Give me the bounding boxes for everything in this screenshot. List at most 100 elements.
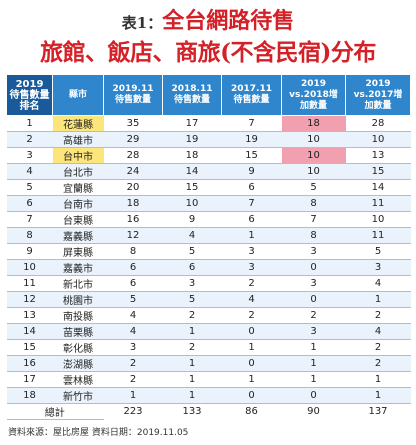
header-line: 加數量 <box>364 100 392 111</box>
table-row: 9 屏東縣 8 5 3 3 5 <box>6 243 411 260</box>
column-header: 2017.11 待售數量 <box>221 74 282 116</box>
table-row: 5 宜蘭縣 20 15 6 5 14 <box>6 179 411 196</box>
header-line: 2019 <box>300 78 327 89</box>
number-cell: 0 <box>281 387 346 404</box>
number-cell: 3 <box>6 147 53 164</box>
city-cell: 新竹市 <box>52 387 104 404</box>
number-cell: 14 <box>6 323 53 340</box>
column-header: 2019.11 待售數量 <box>103 74 163 116</box>
number-cell: 13 <box>345 147 411 164</box>
table-row: 16 澎湖縣 2 1 0 1 2 <box>6 355 411 372</box>
number-cell: 9 <box>221 163 282 180</box>
number-cell: 1 <box>281 339 346 356</box>
number-cell: 19 <box>162 131 222 148</box>
city-cell: 南投縣 <box>52 307 104 324</box>
number-cell: 4 <box>345 323 411 340</box>
table-row: 10 嘉義市 6 6 3 0 3 <box>6 259 411 276</box>
header-line: 待售數量 <box>173 95 210 105</box>
table-row: 1 花蓮縣 35 17 7 18 28 <box>6 115 411 132</box>
number-cell: 19 <box>221 131 282 148</box>
header-line: 待售數量 <box>114 95 151 105</box>
city-cell: 宜蘭縣 <box>52 179 104 196</box>
number-cell: 7 <box>221 115 282 132</box>
table-row: 8 嘉義縣 12 4 1 8 11 <box>6 227 411 244</box>
title-line: 表1：全台網路待售 <box>0 6 416 38</box>
number-cell: 5 <box>281 179 346 196</box>
number-cell: 6 <box>162 259 222 276</box>
number-cell: 6 <box>103 259 163 276</box>
number-cell: 1 <box>281 355 346 372</box>
total-cell: 223 <box>103 403 163 420</box>
number-cell: 0 <box>221 323 282 340</box>
total-cell: 90 <box>281 403 346 420</box>
number-cell: 12 <box>6 291 53 308</box>
number-cell: 20 <box>103 179 163 196</box>
number-cell: 24 <box>103 163 163 180</box>
column-header: 2019 vs.2018增 加數量 <box>281 74 346 116</box>
total-cell: 137 <box>345 403 411 420</box>
number-cell: 0 <box>221 355 282 372</box>
number-cell: 10 <box>281 147 346 164</box>
table-row: 17 雲林縣 2 1 1 1 1 <box>6 371 411 388</box>
header-line: 縣市 <box>68 89 87 100</box>
subtitle: 旅館、飯店、商旅(不含民宿)分布 <box>40 39 376 66</box>
number-cell: 3 <box>281 275 346 292</box>
number-cell: 1 <box>281 371 346 388</box>
number-cell: 17 <box>6 371 53 388</box>
number-cell: 18 <box>162 147 222 164</box>
number-cell: 1 <box>103 387 163 404</box>
number-cell: 10 <box>162 195 222 212</box>
number-cell: 10 <box>345 211 411 228</box>
number-cell: 7 <box>281 211 346 228</box>
title-block: 表1：全台網路待售 旅館、飯店、商旅(不含民宿)分布 <box>0 0 416 68</box>
number-cell: 11 <box>6 275 53 292</box>
number-cell: 4 <box>6 163 53 180</box>
number-cell: 10 <box>281 131 346 148</box>
header-line: 待售數量 <box>233 95 270 105</box>
title: 全台網路待售 <box>162 8 295 34</box>
number-cell: 4 <box>103 323 163 340</box>
city-cell: 高雄市 <box>52 131 104 148</box>
number-cell: 3 <box>345 259 411 276</box>
table-row: 13 南投縣 4 2 2 2 2 <box>6 307 411 324</box>
number-cell: 28 <box>103 147 163 164</box>
header-line: 2019 <box>15 78 44 90</box>
number-cell: 16 <box>6 355 53 372</box>
city-cell: 台東縣 <box>52 211 104 228</box>
total-label: 總計 <box>6 403 104 420</box>
number-cell: 1 <box>221 371 282 388</box>
header-line: vs.2018增 <box>289 89 338 100</box>
number-cell: 5 <box>345 243 411 260</box>
city-cell: 雲林縣 <box>52 371 104 388</box>
number-cell: 15 <box>6 339 53 356</box>
city-cell: 嘉義市 <box>52 259 104 276</box>
number-cell: 4 <box>345 275 411 292</box>
number-cell: 1 <box>6 115 53 132</box>
number-cell: 2 <box>345 307 411 324</box>
column-header: 2019 待售數量 排名 <box>6 74 53 116</box>
number-cell: 2 <box>281 307 346 324</box>
number-cell: 14 <box>162 163 222 180</box>
number-cell: 2 <box>103 371 163 388</box>
number-cell: 3 <box>221 259 282 276</box>
number-cell: 18 <box>103 195 163 212</box>
total-cell: 133 <box>162 403 222 420</box>
city-cell: 嘉義縣 <box>52 227 104 244</box>
number-cell: 3 <box>103 339 163 356</box>
header-line: 2018.11 <box>171 84 213 94</box>
number-cell: 2 <box>345 355 411 372</box>
number-cell: 12 <box>103 227 163 244</box>
city-cell: 苗栗縣 <box>52 323 104 340</box>
number-cell: 1 <box>221 339 282 356</box>
table-row: 14 苗栗縣 4 1 0 3 4 <box>6 323 411 340</box>
number-cell: 15 <box>345 163 411 180</box>
table-row: 12 桃園市 5 5 4 0 1 <box>6 291 411 308</box>
number-cell: 10 <box>6 259 53 276</box>
number-cell: 29 <box>103 131 163 148</box>
city-cell: 屏東縣 <box>52 243 104 260</box>
number-cell: 9 <box>6 243 53 260</box>
total-row: 總計 223 133 86 90 137 <box>6 403 411 420</box>
number-cell: 5 <box>103 291 163 308</box>
data-table: 2019 待售數量 排名 縣市 2019.11 待售數量 2018.11 待售數量 2017.1… <box>6 74 411 420</box>
